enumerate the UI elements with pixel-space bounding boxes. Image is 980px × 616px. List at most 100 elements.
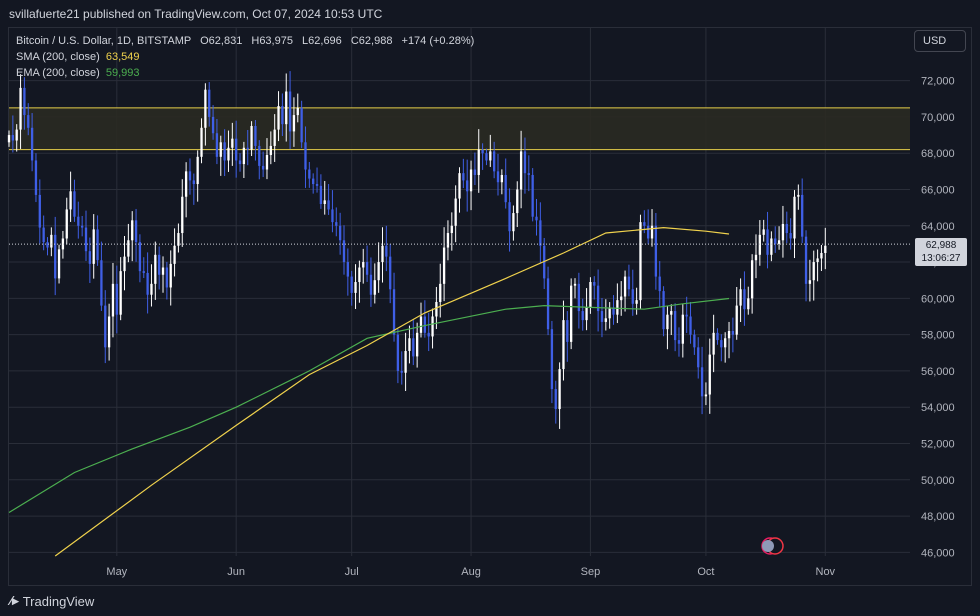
- symbol-label[interactable]: Bitcoin / U.S. Dollar, 1D, BITSTAMP: [16, 35, 192, 47]
- candle-body: [304, 142, 307, 170]
- candle-body: [670, 311, 673, 315]
- candle-body: [242, 147, 246, 165]
- sma-label: SMA (200, close): [16, 51, 100, 63]
- candle-body: [362, 262, 365, 268]
- candle-body: [666, 314, 669, 330]
- tradingview-logo[interactable]: ⁄▸ TradingView: [10, 593, 94, 609]
- last-price-value: 62,988: [925, 240, 957, 251]
- ema-200-line: [8, 297, 730, 514]
- high-value: H63,975: [251, 35, 293, 47]
- candle-body: [712, 332, 715, 355]
- candle-body: [50, 234, 53, 248]
- candle-body: [743, 289, 746, 310]
- candle-body: [754, 254, 758, 261]
- candle-body: [92, 229, 95, 264]
- candle-body: [512, 213, 515, 232]
- candle-body: [504, 174, 507, 203]
- candle-body: [196, 156, 199, 185]
- candle-body: [546, 278, 550, 330]
- candle-body: [535, 216, 538, 221]
- candle-body: [516, 189, 519, 214]
- candle-body: [365, 262, 369, 275]
- candle-body: [566, 320, 569, 342]
- candle-body: [724, 338, 727, 348]
- candle-body: [161, 267, 165, 275]
- candle-body: [589, 282, 592, 308]
- candle-body: [192, 180, 195, 185]
- candle-body: [389, 256, 392, 290]
- candle-body: [581, 311, 584, 321]
- legend: Bitcoin / U.S. Dollar, 1D, BITSTAMP O62,…: [16, 33, 474, 81]
- candle-body: [250, 125, 253, 150]
- candle-body: [489, 151, 492, 161]
- candle-body: [173, 245, 176, 264]
- x-tick-label: Nov: [816, 566, 836, 578]
- candle-body: [431, 316, 434, 337]
- candle-body: [492, 151, 496, 172]
- candle-body: [277, 106, 280, 130]
- candle-body: [689, 316, 692, 335]
- candle-body: [312, 178, 315, 185]
- candle-body: [258, 145, 261, 166]
- candle-body: [627, 276, 631, 290]
- ema-legend-row[interactable]: EMA (200, close) 59,993: [16, 65, 474, 81]
- last-price-tag: 62,988 13:06:27: [915, 238, 967, 266]
- candle-body: [720, 340, 723, 348]
- candle-body: [523, 151, 527, 174]
- ema-label: EMA (200, close): [16, 67, 100, 79]
- candle-body: [385, 245, 388, 257]
- x-tick-label: Oct: [697, 566, 714, 578]
- candle-body: [261, 165, 265, 170]
- candle-body: [219, 142, 222, 157]
- candle-body: [750, 260, 754, 299]
- candle-body: [34, 160, 38, 195]
- candle-body: [762, 229, 765, 235]
- candle-body: [54, 234, 57, 279]
- sma-legend-row[interactable]: SMA (200, close) 63,549: [16, 49, 474, 65]
- candle-body: [643, 222, 646, 226]
- candle-body: [793, 196, 796, 239]
- candle-body: [593, 282, 596, 286]
- candle-body: [69, 191, 72, 210]
- candle-body: [735, 305, 738, 335]
- candle-body: [381, 245, 384, 263]
- candle-body: [770, 238, 773, 255]
- candle-body: [346, 262, 349, 277]
- candle-body: [558, 369, 561, 410]
- candle-body: [496, 171, 500, 183]
- candle-body: [188, 171, 192, 181]
- candle-body: [608, 307, 611, 319]
- candle-body: [435, 301, 438, 317]
- candle-body: [654, 225, 658, 277]
- candle-body: [358, 267, 361, 283]
- candle-body: [758, 234, 761, 255]
- y-tick-label: 54,000: [921, 402, 955, 414]
- candle-body: [777, 240, 781, 244]
- candle-body: [177, 233, 180, 246]
- sma-value: 63,549: [105, 51, 140, 63]
- candle-body: [697, 347, 700, 368]
- y-tick-label: 60,000: [921, 293, 955, 305]
- candle-body: [319, 185, 323, 204]
- candle-body: [570, 285, 573, 342]
- candle-body: [235, 138, 238, 161]
- currency-button[interactable]: USD: [914, 30, 966, 52]
- candle-body: [766, 229, 769, 255]
- candle-body: [439, 283, 442, 302]
- candle-body: [73, 191, 76, 217]
- resistance-zone: [9, 107, 910, 150]
- candle-body: [338, 225, 342, 241]
- candle-body: [154, 254, 157, 284]
- candle-body: [458, 173, 461, 199]
- candle-body: [442, 247, 446, 284]
- us-flag-icon: [762, 540, 774, 552]
- candle-body: [288, 91, 292, 132]
- candle-body: [781, 223, 785, 241]
- candle-body: [138, 242, 142, 272]
- candle-body: [816, 258, 819, 263]
- candle-body: [184, 171, 188, 197]
- candle-body: [623, 276, 627, 297]
- candle-body: [342, 240, 346, 263]
- candle-body: [531, 174, 534, 217]
